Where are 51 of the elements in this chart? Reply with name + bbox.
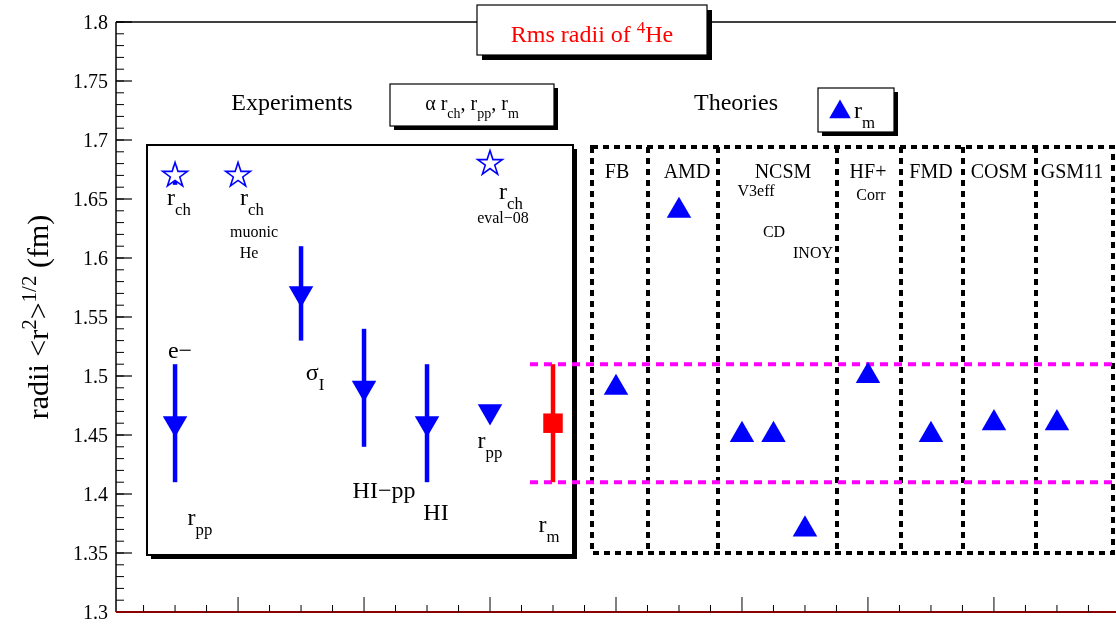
annotation: HF+ bbox=[849, 160, 887, 182]
y-tick-label: 1.35 bbox=[73, 542, 108, 564]
point bbox=[761, 420, 786, 443]
annotation: α r$_{ch}$, r$_{pp}$, r$_{m}$ bbox=[425, 92, 519, 121]
annotation: HI−pp bbox=[352, 477, 416, 503]
y-tick-label: 1.5 bbox=[83, 365, 108, 387]
annotation: muonic bbox=[230, 223, 278, 240]
point bbox=[223, 159, 253, 188]
y-tick-label: 1.4 bbox=[83, 483, 108, 505]
annotation: r$_{ch}$ bbox=[167, 184, 192, 219]
point bbox=[476, 149, 504, 175]
annotation: Experiments bbox=[231, 89, 353, 115]
y-tick-label: 1.6 bbox=[83, 247, 108, 269]
annotation: r$_{pp}$ bbox=[187, 504, 213, 539]
annotation: HI bbox=[423, 499, 449, 525]
annotation: FMD bbox=[909, 160, 953, 182]
y-tick-label: 1.45 bbox=[73, 424, 108, 446]
point bbox=[792, 515, 818, 537]
annotation: σ$_{I}$ bbox=[305, 359, 325, 394]
annotation: r$_{m}$ bbox=[538, 511, 560, 546]
point bbox=[1044, 409, 1070, 431]
annotation: He bbox=[239, 244, 259, 261]
annotation: e− bbox=[167, 337, 193, 363]
annotation: CD bbox=[762, 223, 786, 240]
annotation: r$_{ch}$ bbox=[240, 184, 265, 219]
annotation: Theories bbox=[694, 89, 778, 115]
annotation: INOY bbox=[793, 244, 834, 261]
annotation: V3eff bbox=[737, 182, 776, 199]
point bbox=[855, 361, 881, 384]
y-tick-label: 1.8 bbox=[83, 11, 108, 33]
point bbox=[981, 409, 1007, 431]
annotation: r$_{pp}$ bbox=[477, 427, 503, 462]
y-tick-label: 1.65 bbox=[73, 188, 108, 210]
chart-title: Rms radii of $^{4}$He bbox=[510, 17, 674, 47]
annotation: AMD bbox=[663, 160, 711, 182]
annotation: eval−08 bbox=[477, 209, 529, 226]
annotation: Corr bbox=[856, 186, 887, 203]
point bbox=[160, 159, 190, 188]
annotation: FB bbox=[604, 160, 630, 182]
point bbox=[603, 373, 629, 395]
annotation: NCSM bbox=[754, 160, 812, 182]
y-tick-label: 1.3 bbox=[83, 601, 108, 623]
annotation: GSM11 bbox=[1040, 160, 1104, 182]
y-tick-label: 1.7 bbox=[83, 129, 108, 151]
y-tick-label: 1.75 bbox=[73, 70, 108, 92]
annotation: COSM bbox=[970, 160, 1028, 182]
y-tick-label: 1.55 bbox=[73, 306, 108, 328]
point bbox=[666, 196, 692, 218]
point bbox=[918, 420, 944, 443]
point bbox=[729, 420, 755, 443]
legend-label: r$_{m}$ bbox=[854, 97, 876, 132]
